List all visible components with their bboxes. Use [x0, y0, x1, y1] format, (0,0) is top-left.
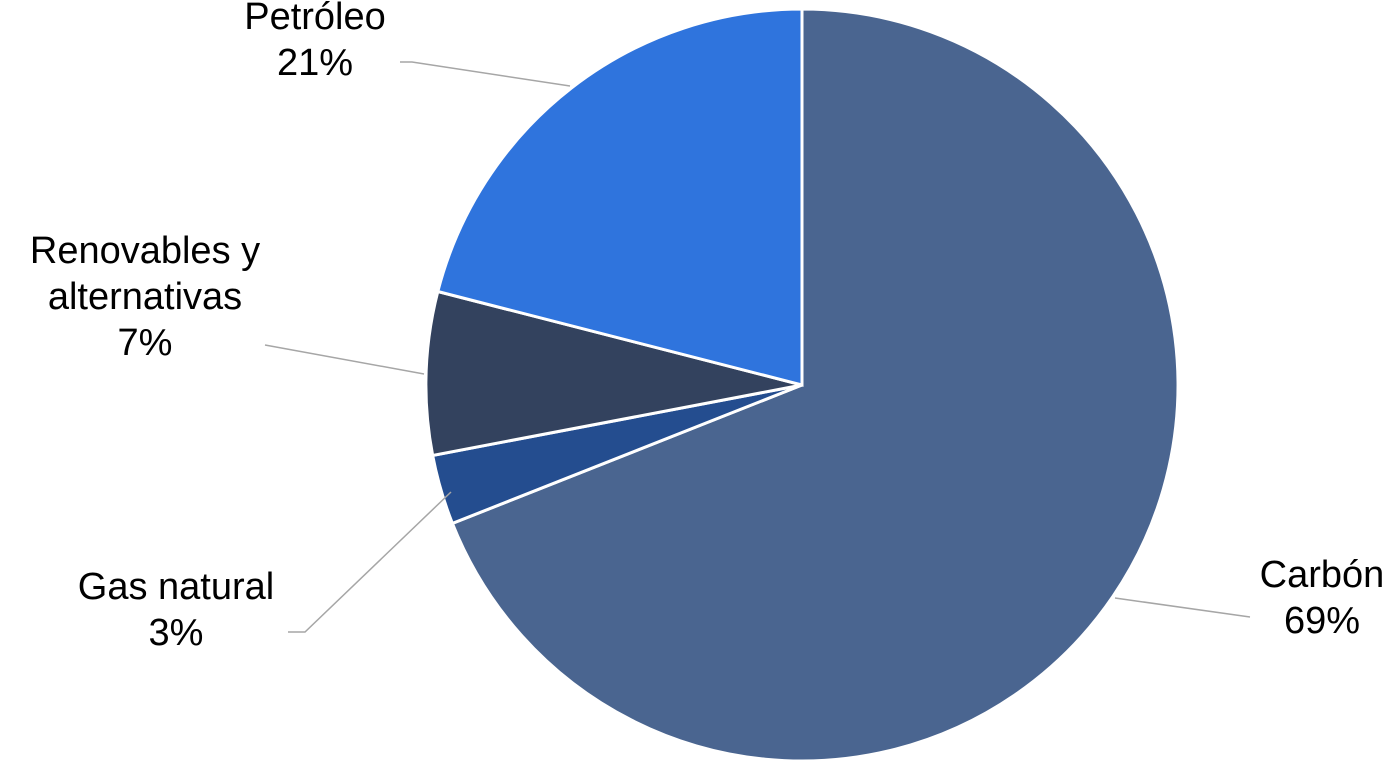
- data-label-petroleo: Petróleo 21%: [244, 0, 386, 84]
- data-label-line: Petróleo: [244, 0, 386, 38]
- data-label-gas-natural: Gas natural 3%: [78, 566, 274, 654]
- pie-slice-carbon: [450, 7, 1180, 763]
- slice-labels: Carbón 69% Gas natural 3% Renovables y altern…: [30, 0, 1384, 654]
- data-label-line: Gas natural: [78, 566, 274, 608]
- data-label-line: alternativas: [48, 276, 242, 318]
- data-label-line: 69%: [1284, 600, 1360, 642]
- pie-slices: [424, 7, 1180, 763]
- pie-slice-petroleo: [435, 7, 804, 387]
- leader-line-gas-natural: [288, 491, 452, 633]
- data-label-carbon: Carbón 69%: [1260, 554, 1385, 642]
- leader-lines: [264, 61, 1251, 633]
- pie-slice-renovables: [424, 289, 803, 458]
- leader-line-renovables: [264, 344, 425, 375]
- data-label-renovables: Renovables y alternativas 7%: [30, 230, 260, 364]
- leader-line-petroleo: [400, 61, 571, 87]
- data-label-line: 3%: [149, 612, 204, 654]
- leader-line-carbon: [1114, 597, 1251, 618]
- data-label-line: Renovables y: [30, 230, 260, 272]
- data-label-line: 21%: [277, 42, 353, 84]
- data-label-line: Carbón: [1260, 554, 1385, 596]
- data-label-line: 7%: [118, 322, 173, 364]
